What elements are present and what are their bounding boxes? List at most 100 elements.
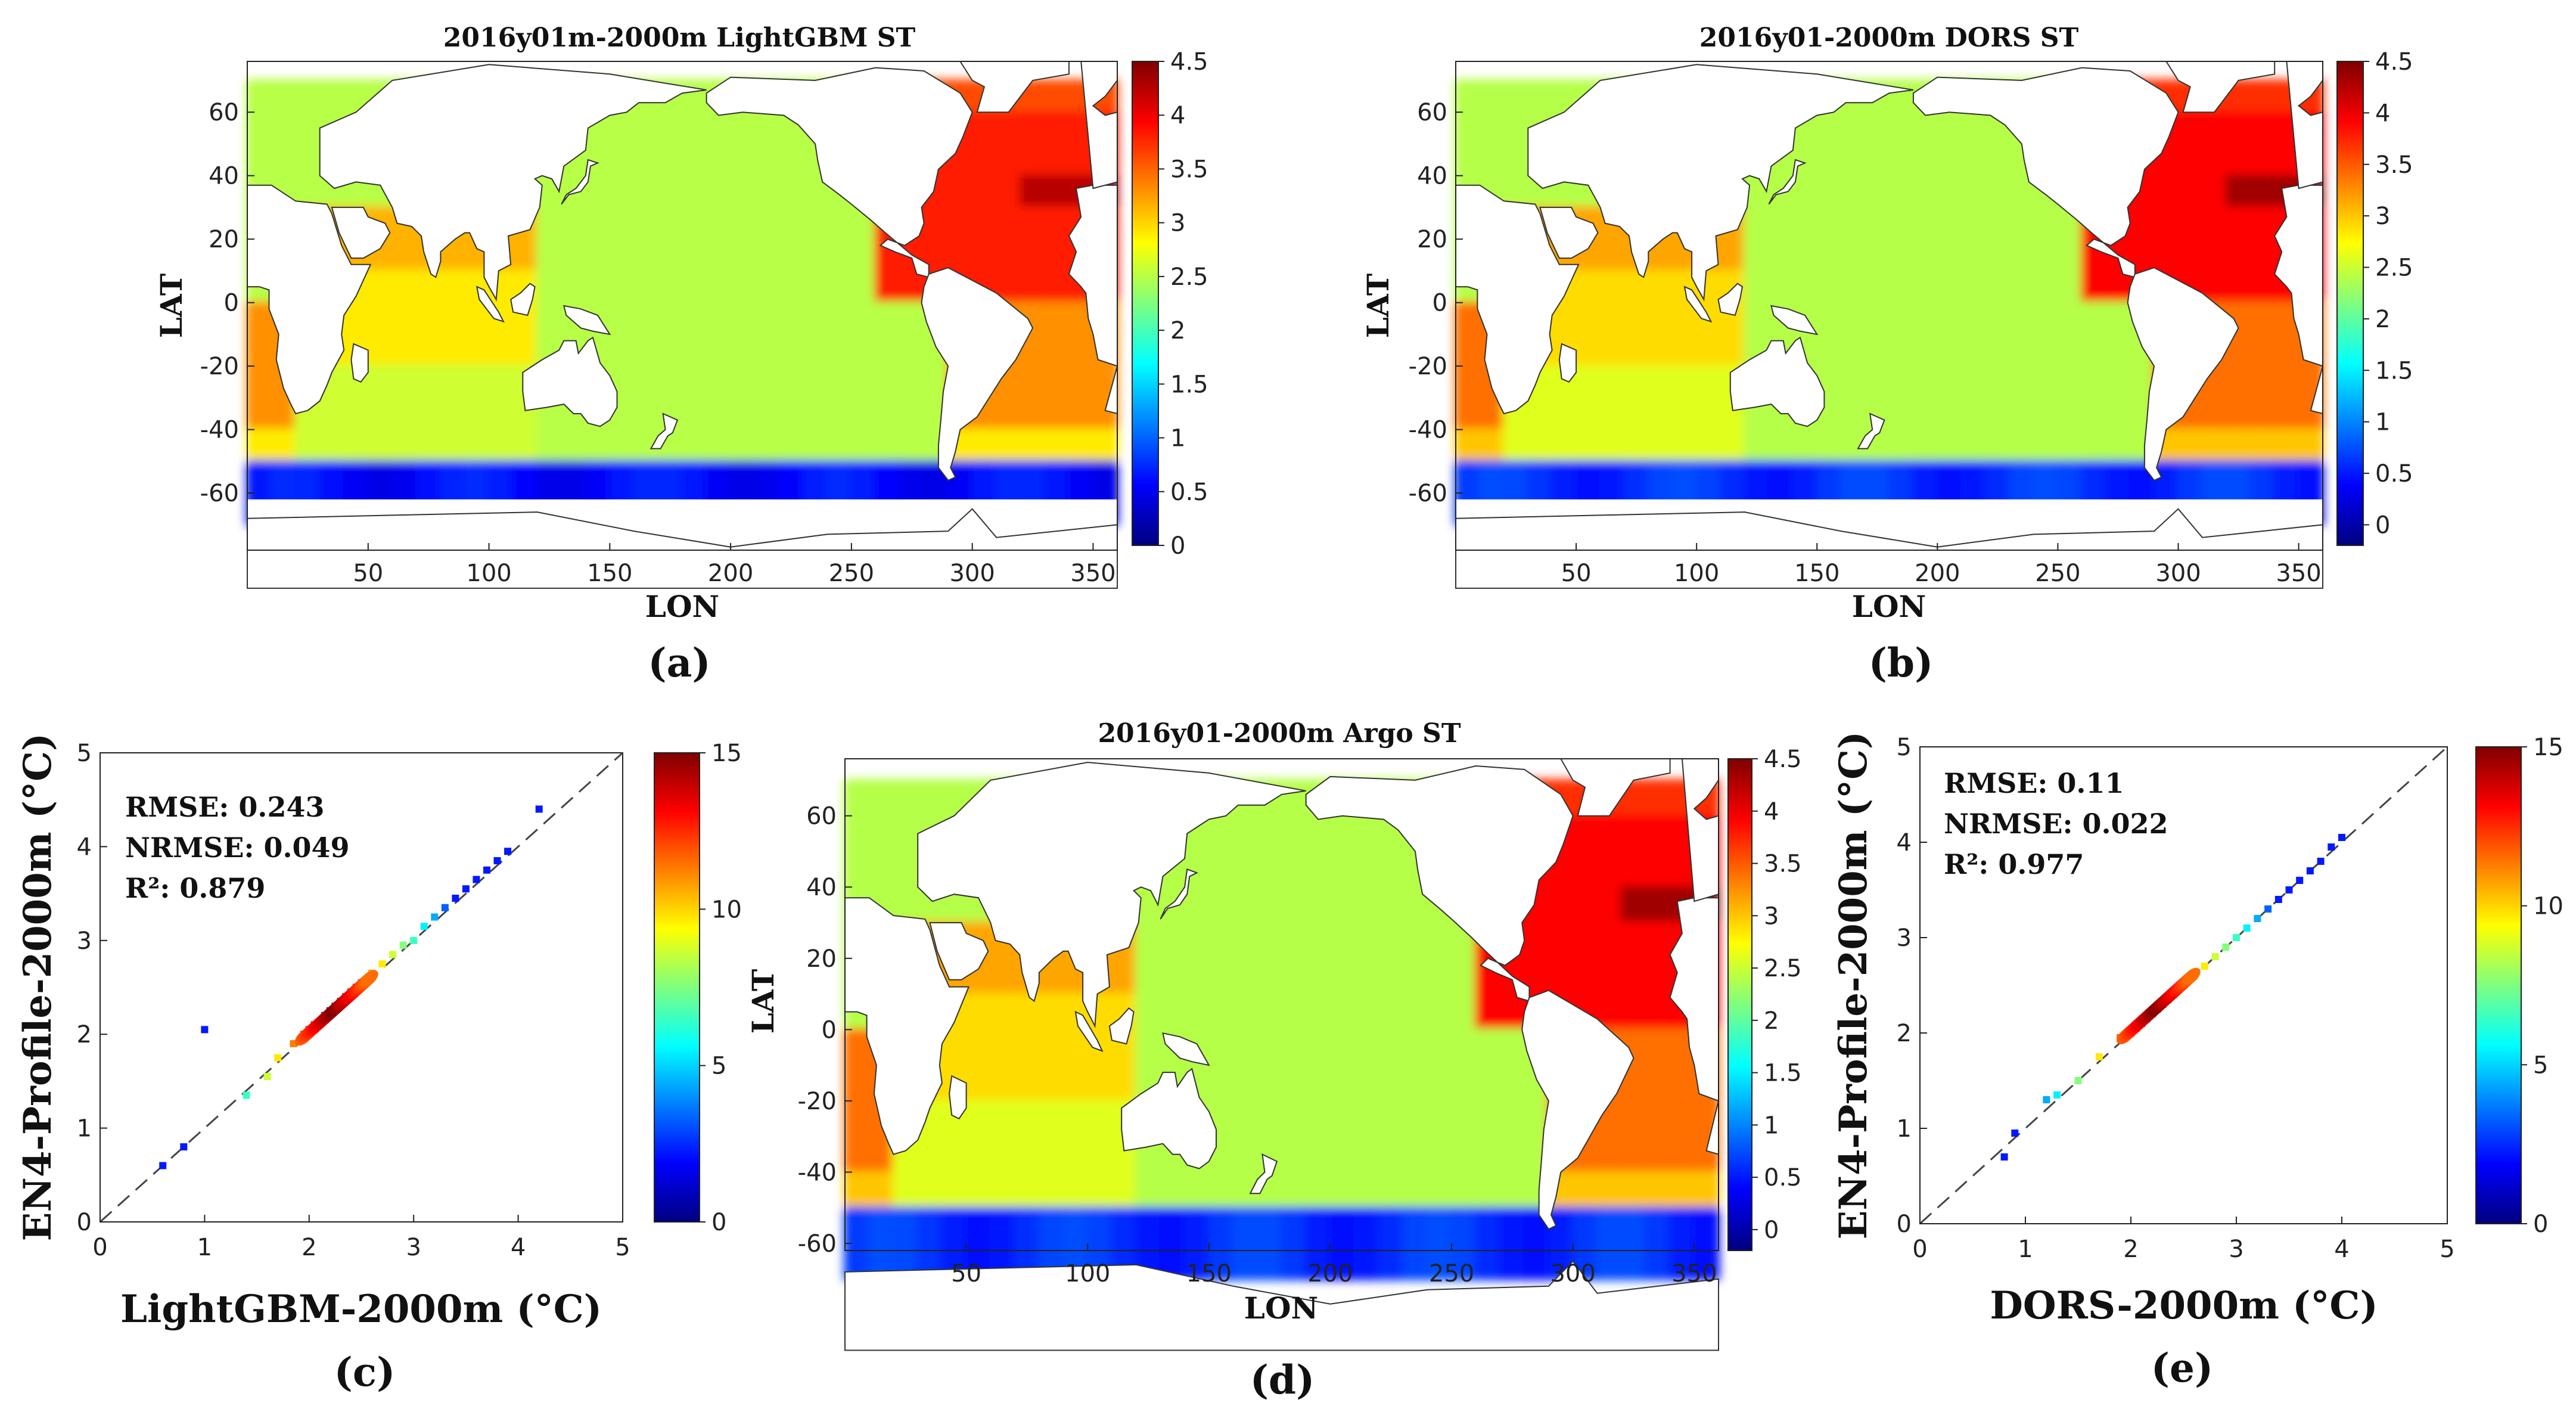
panel-b-field-cell xyxy=(2056,396,2083,431)
panel-a-field-cell xyxy=(1067,428,1095,463)
panel-e-ytick-label: 3 xyxy=(1897,924,1912,952)
panel-e-cbar-tick-label: 5 xyxy=(2533,1051,2548,1079)
panel-d-field-cell xyxy=(1644,778,1671,817)
panel-d-field-cell xyxy=(1207,1171,1235,1209)
panel-a-field-cell xyxy=(1067,460,1095,495)
panel-d-field-cell xyxy=(989,1206,1017,1245)
panel-b-field-cell xyxy=(1912,111,1939,145)
panel-b-field-cell xyxy=(2080,460,2108,495)
panel-b-field-cell xyxy=(2177,142,2204,177)
panel-a-land-borneo xyxy=(509,283,536,317)
panel-d-field-cell xyxy=(1037,1099,1065,1138)
panel-a-field-cell xyxy=(343,396,369,431)
panel-d-field-cell xyxy=(1377,1135,1404,1174)
panel-d-field-cell xyxy=(1547,886,1574,924)
panel-d-field-cell xyxy=(1353,992,1380,1031)
panel-d-field-cell xyxy=(1620,992,1647,1031)
panel-d-field-cell xyxy=(1474,1099,1502,1138)
panel-a-field-cell xyxy=(705,238,732,272)
panel-a-field-cell xyxy=(632,396,660,431)
panel-a-field-cell xyxy=(439,428,466,463)
panel-d-field-cell xyxy=(1207,992,1235,1031)
panel-e-xtick-label: 2 xyxy=(2123,1236,2138,1263)
panel-d-field-cell xyxy=(1571,1171,1599,1209)
panel-a-field-cell xyxy=(874,365,901,399)
panel-a-field-cell xyxy=(415,301,442,336)
panel-a-field-cell xyxy=(560,460,587,495)
panel-a-field-cell xyxy=(1043,301,1070,336)
panel-b-field-cell xyxy=(1864,142,1891,177)
panel-e-ytick-label: 2 xyxy=(1897,1020,1912,1047)
panel-d-field-cell xyxy=(1110,1064,1138,1102)
panel-d-field-cell xyxy=(965,1171,992,1209)
panel-a-field-cell xyxy=(536,428,563,463)
panel-d-field-cell xyxy=(916,1171,943,1209)
panel-b-field-cell xyxy=(1744,428,1770,463)
panel-c-core-cell xyxy=(360,970,378,987)
panel-a-field-cell xyxy=(657,365,683,399)
panel-a-field-cell xyxy=(608,111,635,145)
panel-b-field-cell xyxy=(1888,428,1915,463)
panel-b-field-cell xyxy=(1888,79,1915,114)
panel-c-ytick-label: 5 xyxy=(77,740,92,767)
panel-d-field-cell xyxy=(1668,1242,1696,1280)
panel-a-field-cell xyxy=(729,460,756,495)
panel-a-field-cell xyxy=(1043,365,1070,399)
panel-b-field-cell xyxy=(1816,333,1842,368)
panel-b-field-cell xyxy=(1527,396,1553,431)
panel-b-field-cell xyxy=(2249,238,2276,272)
panel-d-field-cell xyxy=(1377,1171,1404,1209)
panel-b-cbar-tick-label: 2.5 xyxy=(2375,255,2413,282)
panel-d-field-cell xyxy=(1596,922,1623,960)
panel-d-field-cell xyxy=(1281,1099,1307,1138)
panel-a-field-cell xyxy=(874,460,901,495)
panel-b-field-cell xyxy=(1912,301,1939,336)
panel-a-field-cell xyxy=(608,460,635,495)
panel-a-field-cell xyxy=(681,333,708,368)
panel-c-stat-nrmse: NRMSE: 0.049 xyxy=(125,831,350,864)
panel-a-field-cell xyxy=(995,428,1022,463)
panel-b-field-cell xyxy=(1888,206,1915,241)
panel-a-field-cell xyxy=(487,333,515,368)
panel-b-cbar-tick-label: 3.5 xyxy=(2375,151,2413,179)
panel-a-ytick-label: 0 xyxy=(224,290,239,317)
panel-d-land-nz xyxy=(1249,1153,1278,1194)
panel-d-field-cell xyxy=(1693,1171,1720,1209)
panel-e-point xyxy=(2328,843,2335,851)
panel-d-field-cell xyxy=(1304,1028,1332,1067)
panel-d-field-cell xyxy=(1620,957,1647,995)
panel-a-field-cell xyxy=(584,428,611,463)
panel-d-field-cell xyxy=(1281,1064,1307,1102)
panel-a-field-cell xyxy=(705,269,732,304)
panel-b-field-cell xyxy=(2056,460,2083,495)
panel-d-field-cell xyxy=(1353,1028,1380,1067)
panel-c-point xyxy=(243,1091,250,1099)
panel-b-field-cell xyxy=(2249,333,2276,368)
panel-b-field-cell xyxy=(2033,238,2059,272)
panel-c-point xyxy=(483,866,490,874)
panel-c-point xyxy=(274,1054,282,1062)
panel-d-field-cell xyxy=(1256,886,1283,924)
panel-d-field-cell xyxy=(1693,1242,1720,1280)
panel-d-field-cell xyxy=(1402,957,1429,995)
panel-d-field-cell xyxy=(1668,1171,1696,1209)
panel-d-field-cell xyxy=(1183,922,1210,960)
panel-b-field-cell xyxy=(2153,238,2180,272)
panel-a-field-cell xyxy=(294,142,321,177)
panel-a-field-cell xyxy=(391,301,418,336)
panel-a-field-cell xyxy=(512,460,539,495)
panel-d-field-cell xyxy=(965,1206,992,1245)
panel-a-field-cell xyxy=(415,365,442,399)
panel-b-field-cell xyxy=(2225,269,2252,304)
panel-b-field-cell xyxy=(1912,174,1939,209)
panel-b-field-cell xyxy=(2008,301,2035,336)
panel-e-point xyxy=(2095,1053,2103,1060)
panel-b-xtick-label: 50 xyxy=(1561,560,1592,587)
panel-a-field-cell xyxy=(632,111,660,145)
panel-a-field-cell xyxy=(778,396,804,431)
panel-b-field-cell xyxy=(1839,269,1867,304)
panel-a-field-cell xyxy=(729,238,756,272)
panel-a-field-cell xyxy=(415,460,442,495)
panel-b-field-cell xyxy=(1888,238,1915,272)
